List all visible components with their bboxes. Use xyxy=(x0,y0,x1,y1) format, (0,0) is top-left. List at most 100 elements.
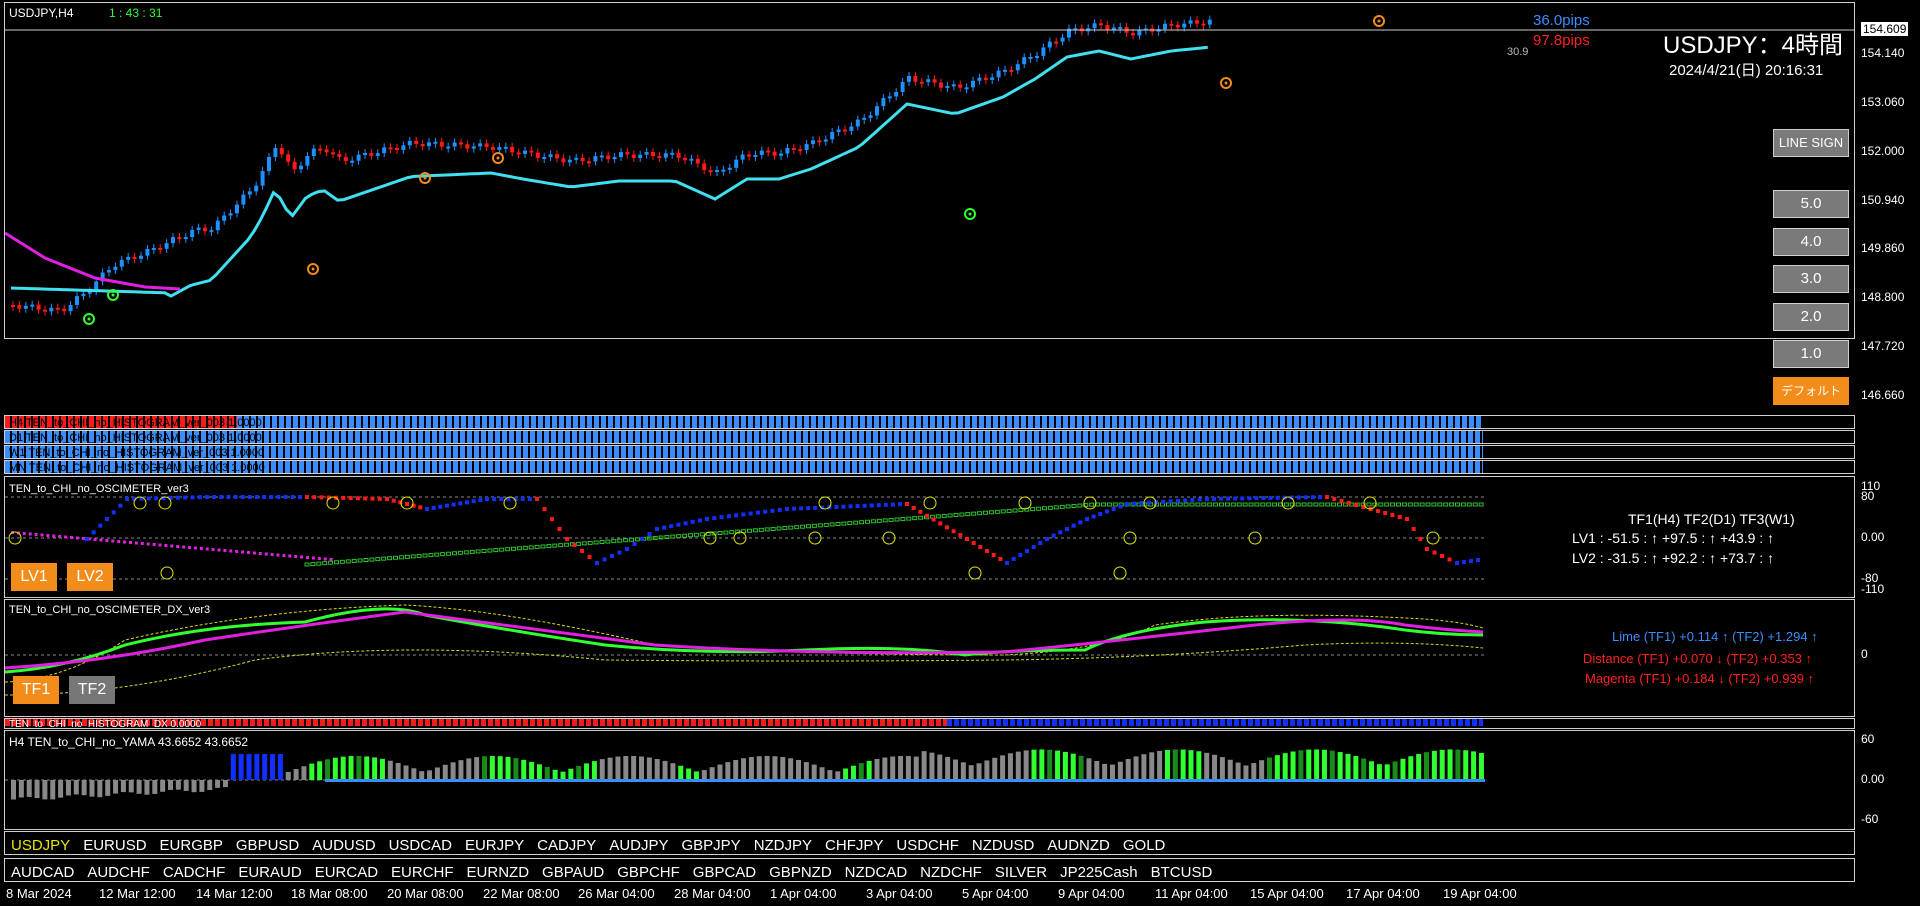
symbol-silver[interactable]: SILVER xyxy=(994,864,1048,881)
yama-bar xyxy=(1321,749,1327,780)
osc-green-dot xyxy=(398,555,404,560)
symbol-nzdjpy[interactable]: NZDJPY xyxy=(753,837,813,854)
osc-dot xyxy=(506,497,511,501)
symbol-audnzd[interactable]: AUDNZD xyxy=(1047,837,1110,854)
symbol-cadjpy[interactable]: CADJPY xyxy=(537,837,597,854)
tf1-button[interactable]: TF1 xyxy=(13,676,59,704)
default-button[interactable]: デフォルト xyxy=(1773,377,1849,405)
osc-green-dot xyxy=(947,513,953,518)
yama-bar xyxy=(364,756,370,780)
yama-chart xyxy=(5,749,1485,800)
osc-green-dot xyxy=(853,520,859,525)
osc-green-dot xyxy=(1065,504,1071,509)
price-axis-label: 154.609 xyxy=(1861,22,1909,36)
osc-dot xyxy=(748,511,753,516)
osc-dot xyxy=(655,527,659,531)
symbol-gbpaud[interactable]: GBPAUD xyxy=(542,864,605,881)
osc-dot xyxy=(1289,495,1294,500)
candle-body xyxy=(849,126,854,131)
symbol-eurchf[interactable]: EURCHF xyxy=(391,864,454,881)
symbol-gbpusd[interactable]: GBPUSD xyxy=(235,837,300,854)
yama-bar xyxy=(199,780,205,792)
osc-dot xyxy=(465,500,469,505)
yama-bar xyxy=(1408,756,1414,780)
osc-dot xyxy=(1383,511,1388,515)
symbol-nzdchf[interactable]: NZDCHF xyxy=(920,864,982,881)
osc-axis-minus110: -110 xyxy=(1861,582,1885,596)
symbol-usdjpy[interactable]: USDJPY xyxy=(11,837,71,854)
yama-bar xyxy=(1219,757,1225,780)
candle-body xyxy=(881,98,886,107)
candle-body xyxy=(100,272,105,282)
level-4-button[interactable]: 4.0 xyxy=(1773,228,1849,256)
osc-dot xyxy=(625,547,629,551)
price-chart-panel[interactable]: USDJPY,H4 1 : 43 : 31 36.0pips 97.8pips … xyxy=(4,2,1855,339)
level-5-button[interactable]: 5.0 xyxy=(1773,190,1849,218)
candle-body xyxy=(1105,24,1110,30)
oscimeter-dx-panel[interactable]: TEN_to_CHI_no_OSCIMETER_DX_ver3 Lime (TF… xyxy=(4,599,1855,717)
osc-dot xyxy=(226,495,231,499)
osc-green-dot xyxy=(587,540,593,545)
tf2-button[interactable]: TF2 xyxy=(69,676,115,704)
level-3-button[interactable]: 3.0 xyxy=(1773,265,1849,293)
symbol-audchf[interactable]: AUDCHF xyxy=(87,864,150,881)
osc-dot xyxy=(1098,512,1103,516)
symbol-gbpchf[interactable]: GBPCHF xyxy=(617,864,680,881)
oscimeter-panel[interactable]: TEN_to_CHI_no_OSCIMETER_ver3 TF1(H4) TF2… xyxy=(4,476,1855,598)
symbol-gbpjpy[interactable]: GBPJPY xyxy=(681,837,741,854)
symbol-usdchf[interactable]: USDCHF xyxy=(896,837,959,854)
time-axis-label: 9 Apr 04:00 xyxy=(1058,886,1125,901)
lv2-button[interactable]: LV2 xyxy=(67,563,113,591)
symbol-audjpy[interactable]: AUDJPY xyxy=(609,837,669,854)
candle-body xyxy=(375,153,380,156)
symbol-btcusd[interactable]: BTCUSD xyxy=(1150,864,1213,881)
symbol-eurusd[interactable]: EURUSD xyxy=(83,837,147,854)
symbol-audcad[interactable]: AUDCAD xyxy=(11,864,75,881)
symbol-euraud[interactable]: EURAUD xyxy=(238,864,302,881)
candle-body xyxy=(983,77,988,80)
osc-green-dot xyxy=(953,513,959,517)
symbol-gold[interactable]: GOLD xyxy=(1122,837,1166,854)
candle-body xyxy=(791,148,796,151)
osc-dot xyxy=(770,508,775,513)
symbol-nzdusd[interactable]: NZDUSD xyxy=(971,837,1035,854)
time-axis-label: 17 Apr 04:00 xyxy=(1346,886,1420,901)
symbol-eurcad[interactable]: EURCAD xyxy=(314,864,379,881)
yama-bar xyxy=(850,765,856,780)
symbol-eurgbp[interactable]: EURGBP xyxy=(159,837,223,854)
candle-body xyxy=(68,304,73,312)
symbol-eurnzd[interactable]: EURNZD xyxy=(466,864,530,881)
osc-green-dot xyxy=(747,528,752,533)
osc-dot xyxy=(806,506,811,511)
symbol-gbpcad[interactable]: GBPCAD xyxy=(692,864,757,881)
candle-body xyxy=(420,144,425,147)
symbol-eurjpy[interactable]: EURJPY xyxy=(464,837,525,854)
osc-magenta-dot xyxy=(241,550,245,554)
symbol-jp225cash[interactable]: JP225Cash xyxy=(1060,864,1138,881)
osc-dot xyxy=(1205,497,1209,501)
candle-body xyxy=(945,85,950,88)
osc-green-dot xyxy=(446,551,452,556)
level-2-button[interactable]: 2.0 xyxy=(1773,303,1849,331)
symbol-cadchf[interactable]: CADCHF xyxy=(162,864,226,881)
symbol-gbpnzd[interactable]: GBPNZD xyxy=(769,864,832,881)
symbol-usdcad[interactable]: USDCAD xyxy=(388,837,452,854)
yama-bar xyxy=(701,770,707,780)
osc-green-dot xyxy=(693,532,699,537)
symbol-nzdcad[interactable]: NZDCAD xyxy=(844,864,908,881)
level-1-button[interactable]: 1.0 xyxy=(1773,340,1849,368)
yama-bar xyxy=(1055,750,1061,780)
lv1-button[interactable]: LV1 xyxy=(11,563,57,591)
osc-magenta-dot xyxy=(288,554,292,558)
symbol-chfjpy[interactable]: CHFJPY xyxy=(825,837,884,854)
candle-timer: 1 : 43 : 31 xyxy=(109,6,163,20)
line-sign-button[interactable]: LINE SIGN xyxy=(1773,129,1849,157)
osc-green-dot xyxy=(1042,506,1047,511)
osc-magenta-dot xyxy=(276,553,280,557)
oscimeter-lv2-row: LV2 : -31.5 : ↑ +92.2 : ↑ +73.7 : ↑ xyxy=(1572,550,1775,566)
yama-panel[interactable]: H4 TEN_to_CHI_no_YAMA 43.6652 43.6652 xyxy=(4,730,1855,830)
osc-dot xyxy=(855,504,860,509)
osc-dot xyxy=(971,541,976,545)
osc-green-dot xyxy=(387,556,393,561)
symbol-audusd[interactable]: AUDUSD xyxy=(312,837,376,854)
